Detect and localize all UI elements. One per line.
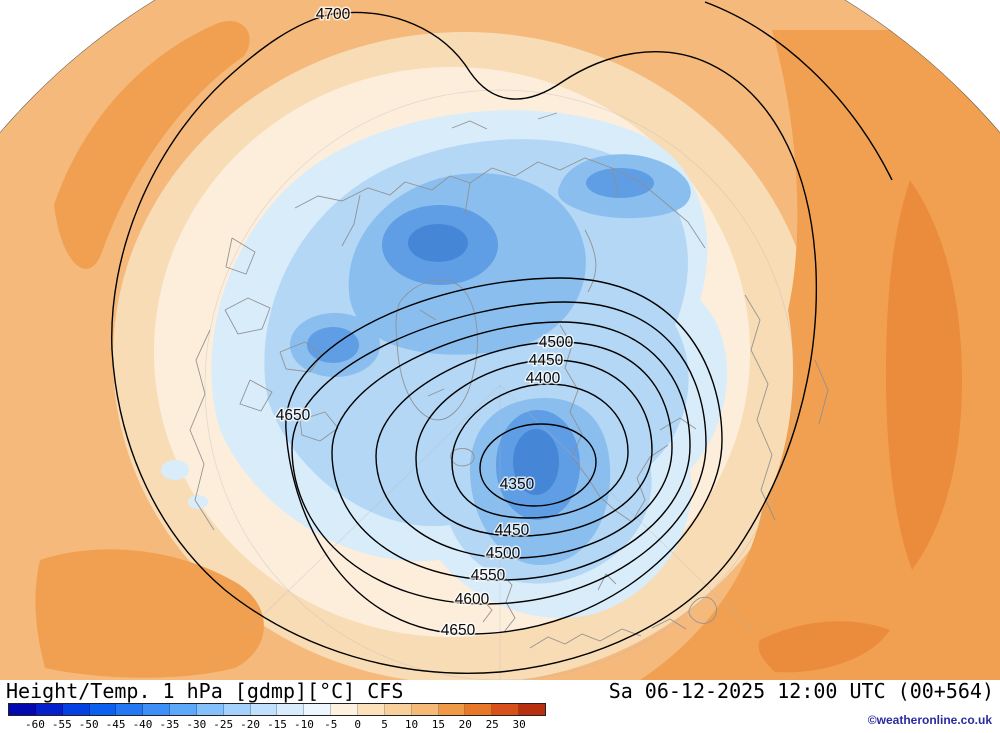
- legend-segment: [9, 704, 36, 715]
- contour-label-4350: 4350: [500, 476, 535, 493]
- shading-darkest-blue-north: [408, 224, 468, 262]
- legend-segment: [519, 704, 545, 715]
- legend-segment: [331, 704, 358, 715]
- legend-segment: [250, 704, 278, 715]
- contour-label-4400-north: 4400: [526, 370, 561, 387]
- legend-tick-label: -35: [159, 718, 180, 731]
- shading-pale-blue-speck: [161, 460, 189, 480]
- legend-tick-label: -55: [51, 718, 72, 731]
- shading-pale-blue-speck: [188, 495, 208, 509]
- legend-tick-label: -45: [105, 718, 126, 731]
- contour-4650: [285, 277, 723, 635]
- graticule-line: [247, 384, 501, 631]
- legend-segment: [304, 704, 332, 715]
- legend-segment: [277, 704, 305, 715]
- coastline: [529, 573, 642, 649]
- footer: Height/Temp. 1 hPa [gdmp][°C] CFS Sa 06-…: [0, 680, 1000, 733]
- legend-tick-label: 30: [512, 718, 526, 731]
- coastline: [341, 167, 619, 247]
- contour-label-4500-south: 4500: [486, 545, 521, 562]
- contour-label-4650-south: 4650: [441, 622, 476, 639]
- graticule-circle: [204, 89, 796, 680]
- contour-4700: [111, 11, 818, 674]
- map-title: Height/Temp. 1 hPa [gdmp][°C] CFS: [6, 679, 404, 703]
- legend-tick-label: -30: [186, 718, 207, 731]
- coastline: [224, 237, 339, 442]
- contour-label-4450-south: 4450: [495, 522, 530, 539]
- legend-tick-label: 10: [404, 718, 419, 731]
- legend-segment: [143, 704, 171, 715]
- contour-label-4600-south: 4600: [455, 591, 490, 608]
- coastline: [450, 448, 475, 467]
- coastline: [451, 112, 597, 293]
- valid-time: Sa 06-12-2025 12:00 UTC (00+564): [608, 679, 994, 703]
- contour-label-4650-west: 4650: [276, 407, 311, 424]
- shading-darkest-blue-low-core: [513, 429, 559, 495]
- graticule: [204, 89, 796, 680]
- legend-tick-label: 0: [354, 718, 361, 731]
- legend-tick-label: 5: [381, 718, 388, 731]
- legend-tick-label: -40: [132, 718, 153, 731]
- coastline: [744, 294, 829, 521]
- legend-segment: [89, 704, 117, 715]
- contour-4450: [415, 359, 653, 537]
- legend-segment: [35, 704, 63, 715]
- copyright-link[interactable]: ©weatheronline.co.uk: [867, 713, 992, 727]
- coastline: [189, 329, 215, 531]
- coastline: [294, 157, 706, 249]
- height-contours: [0, 0, 1000, 680]
- contour-northeast-arc: [704, 1, 893, 181]
- contour-4500: [375, 341, 673, 559]
- legend-segment: [492, 704, 520, 715]
- weather-map: 4700 4650 4500 4450 4400 4350 4450 4500 …: [0, 0, 1000, 680]
- graticule-line: [499, 384, 753, 631]
- shading-deep-blue-northeast: [586, 168, 654, 198]
- shading-deep-blue-west: [307, 327, 359, 363]
- legend-ticks: -60 -55 -50 -45 -40 -35 -30 -25 -20 -15 -10 -5 0 5 10 1…: [8, 718, 546, 732]
- legend-segment: [116, 704, 144, 715]
- coastlines: [189, 112, 829, 649]
- legend-segment: [411, 704, 439, 715]
- coastline: [651, 596, 717, 630]
- legend-tick-label: -50: [78, 718, 99, 731]
- contour-label-4500-north: 4500: [539, 334, 574, 351]
- legend-tick-label: -60: [24, 718, 45, 731]
- legend-segment: [170, 704, 197, 715]
- shading-deep-orange-northwest: [54, 20, 250, 269]
- legend-segment: [223, 704, 251, 715]
- legend-tick-label: -20: [240, 718, 261, 731]
- legend-tick-label: -5: [324, 718, 338, 731]
- contour-4400: [451, 383, 629, 519]
- contour-4600: [291, 301, 707, 605]
- shading-deepest-orange-southeast: [758, 621, 890, 673]
- contour-label-4550-south: 4550: [471, 567, 506, 584]
- legend-segment: [62, 704, 90, 715]
- contour-4550: [331, 321, 691, 581]
- legend-tick-label: -25: [213, 718, 234, 731]
- legend-segment: [196, 704, 224, 715]
- legend-segment: [357, 704, 385, 715]
- contour-label-4700: 4700: [316, 6, 351, 23]
- legend-tick-label: 15: [431, 718, 446, 731]
- legend-segment: [438, 704, 466, 715]
- legend-segment: [465, 704, 493, 715]
- coastline: [395, 279, 478, 421]
- legend-tick-label: 20: [458, 718, 472, 731]
- temperature-shading: [0, 0, 1000, 680]
- legend-bar: [8, 703, 546, 716]
- legend-segment: [384, 704, 412, 715]
- legend-tick-label: -15: [267, 718, 287, 731]
- contour-4350: [479, 423, 597, 507]
- contour-labels: 4700 4650 4500 4450 4400 4350 4450 4500 …: [274, 5, 575, 641]
- contour-label-4450-north: 4450: [529, 352, 564, 369]
- legend-tick-label: -10: [293, 718, 314, 731]
- legend-tick-label: 25: [485, 718, 499, 731]
- coastline: [480, 571, 516, 633]
- shading-deepest-orange-east: [885, 180, 962, 570]
- shading-deep-orange-southwest: [35, 549, 264, 678]
